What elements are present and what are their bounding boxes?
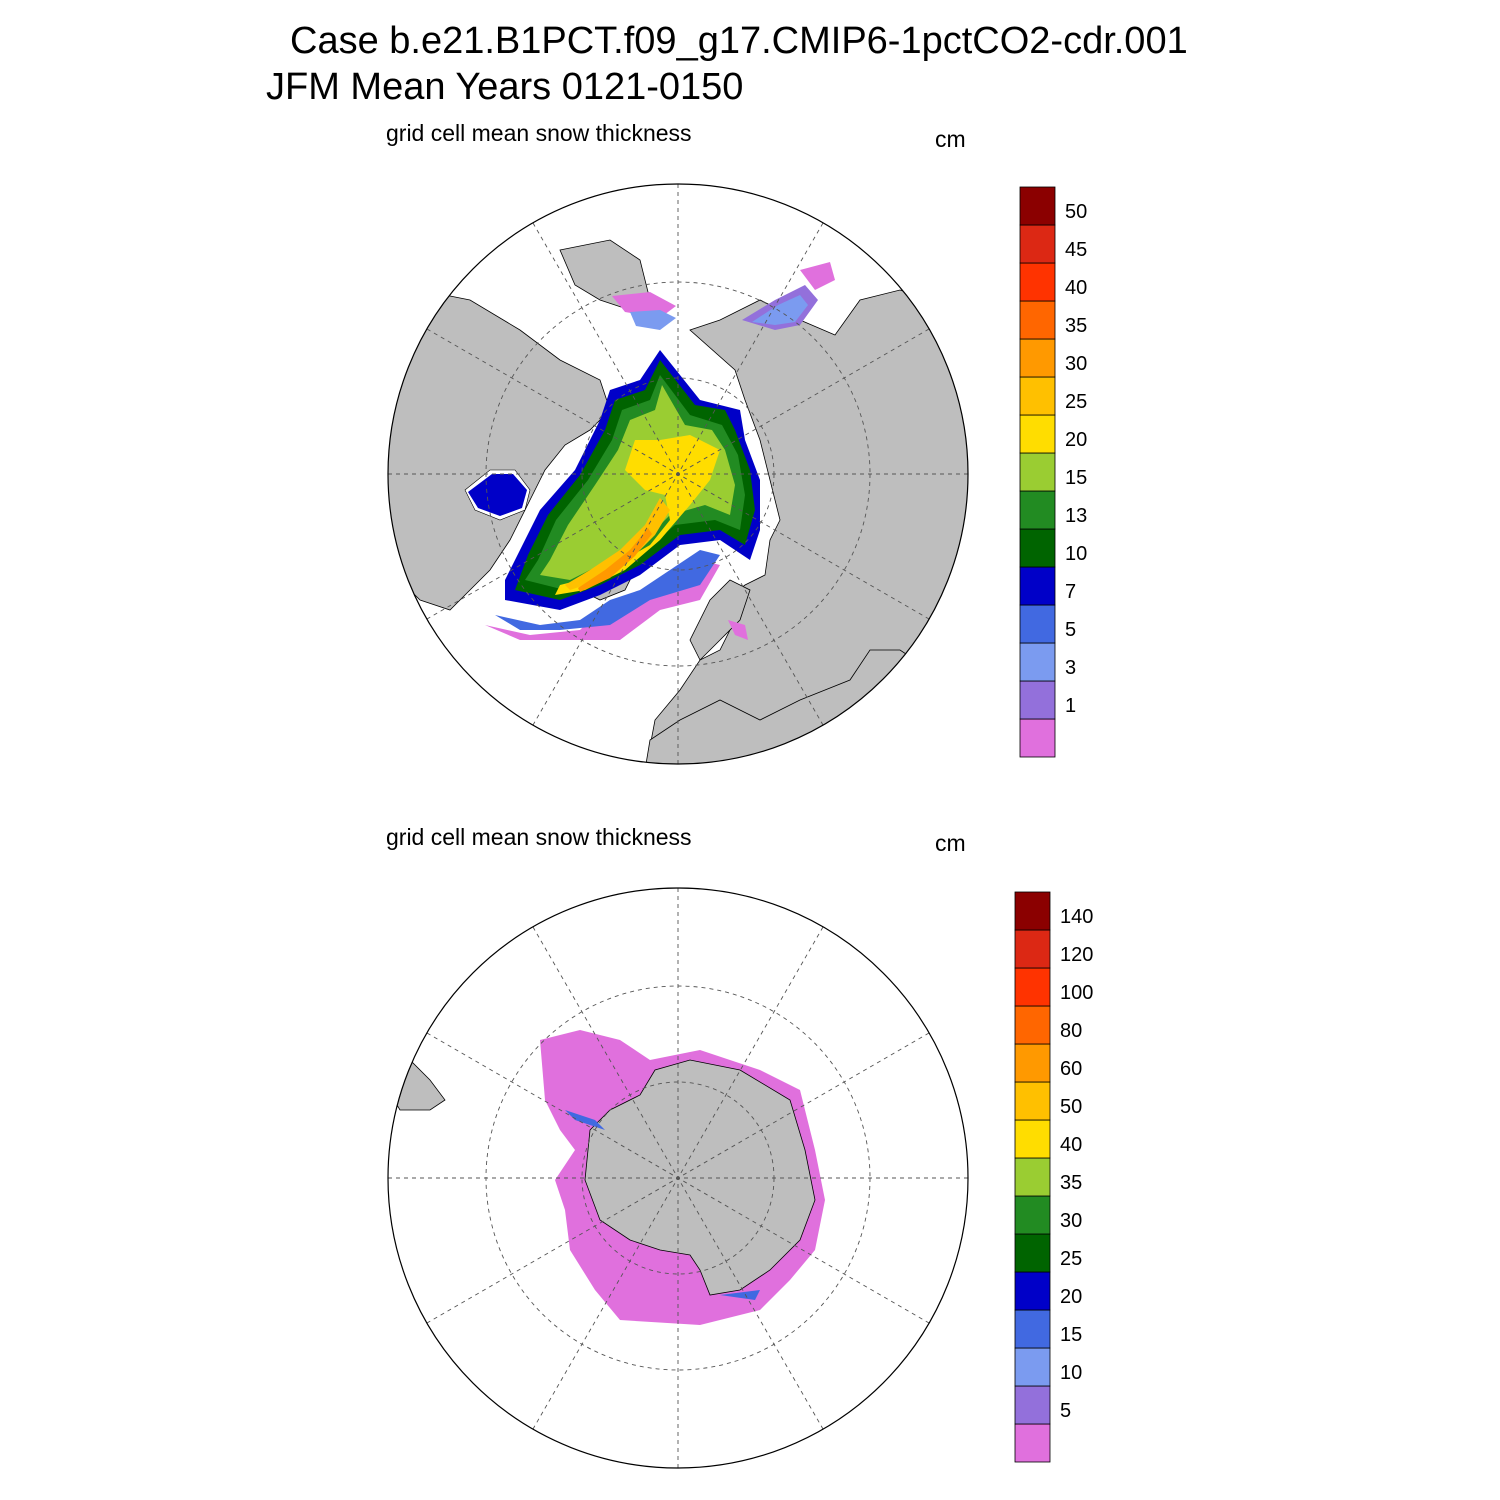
north-panel-units-label: cm [935,126,966,152]
south-graticule [388,888,968,1468]
colorbar-tick-label: 100 [1060,982,1093,1004]
colorbar-swatch [1019,566,1056,606]
south-panel-units-label: cm [935,830,966,856]
colorbar-swatch [1014,1043,1051,1083]
colorbar-swatch [1019,642,1056,682]
colorbar-tick-label: 35 [1065,315,1087,337]
colorbar-swatch [1019,300,1056,340]
colorbar-tick-label: 15 [1065,467,1087,489]
north-land-scandinavia [689,579,751,661]
colorbar-tick-label: 1 [1065,695,1076,717]
colorbar-swatch [1014,1195,1051,1235]
colorbar-tick-label: 15 [1060,1324,1082,1346]
colorbar-swatch [1019,604,1056,644]
colorbar-tick-label: 20 [1065,429,1087,451]
colorbar-tick-label: 3 [1065,657,1076,679]
figure-title-line2: JFM Mean Years 0121-0150 [266,66,744,108]
north-panel-variable-label: grid cell mean snow thickness [386,120,692,146]
colorbar-swatch [1014,967,1051,1007]
colorbar-swatch [1019,338,1056,378]
colorbar-tick-label: 140 [1060,906,1093,928]
colorbar-swatch [1014,1271,1051,1311]
colorbar-tick-label: 50 [1060,1096,1082,1118]
north-map-border [387,183,969,765]
colorbar-tick-label: 80 [1060,1020,1082,1042]
south-panel-variable-label: grid cell mean snow thickness [386,824,692,850]
colorbar-tick-label: 120 [1060,944,1093,966]
colorbar-tick-label: 35 [1060,1172,1082,1194]
colorbar-swatch [1019,490,1056,530]
south-colorbar: 5 10 15 20 25 30 35 40 50 60 80 100 120 140 [1014,891,1093,1463]
colorbar-swatch [1014,1081,1051,1121]
colorbar-tick-label: 30 [1065,353,1087,375]
colorbar-swatch [1014,1347,1051,1387]
colorbar-tick-label: 25 [1060,1248,1082,1270]
colorbar-tick-label: 40 [1060,1134,1082,1156]
colorbar-swatch [1019,224,1056,264]
colorbar-swatch [1014,891,1051,931]
colorbar-tick-label: 40 [1065,277,1087,299]
colorbar-swatch [1014,1423,1051,1463]
colorbar-swatch [1014,929,1051,969]
colorbar-tick-label: 20 [1060,1286,1082,1308]
colorbar-swatch [1014,1157,1051,1197]
colorbar-swatch [1014,1385,1051,1425]
colorbar-swatch [1019,452,1056,492]
colorbar-tick-label: 10 [1065,543,1087,565]
figure-title-line1: Case b.e21.B1PCT.f09_g17.CMIP6-1pctCO2-c… [290,20,1188,62]
colorbar-tick-label: 30 [1060,1210,1082,1232]
colorbar-swatch [1014,1309,1051,1349]
colorbar-swatch [1019,376,1056,416]
colorbar-tick-label: 60 [1060,1058,1082,1080]
colorbar-tick-label: 45 [1065,239,1087,261]
colorbar-tick-label: 5 [1065,619,1076,641]
south-polar-map [387,887,969,1469]
colorbar-swatch [1019,718,1056,758]
north-snow-field [468,262,835,640]
colorbar-swatch [1019,680,1056,720]
colorbar-swatch [1014,1005,1051,1045]
colorbar-swatch [1019,262,1056,302]
south-map-border [387,887,969,1469]
colorbar-tick-label: 5 [1060,1400,1071,1422]
north-polar-map [387,183,969,765]
colorbar-tick-label: 50 [1065,201,1087,223]
colorbar-tick-label: 13 [1065,505,1087,527]
colorbar-swatch [1019,414,1056,454]
colorbar-swatch [1019,186,1056,226]
colorbar-swatch [1019,528,1056,568]
north-graticule [388,184,968,764]
colorbar-tick-label: 10 [1060,1362,1082,1384]
colorbar-swatch [1014,1233,1051,1273]
colorbar-swatch [1014,1119,1051,1159]
south-land-antarctica [584,1059,816,1296]
north-land-north-america [388,289,611,611]
colorbar-tick-label: 7 [1065,581,1076,603]
colorbar-tick-label: 25 [1065,391,1087,413]
